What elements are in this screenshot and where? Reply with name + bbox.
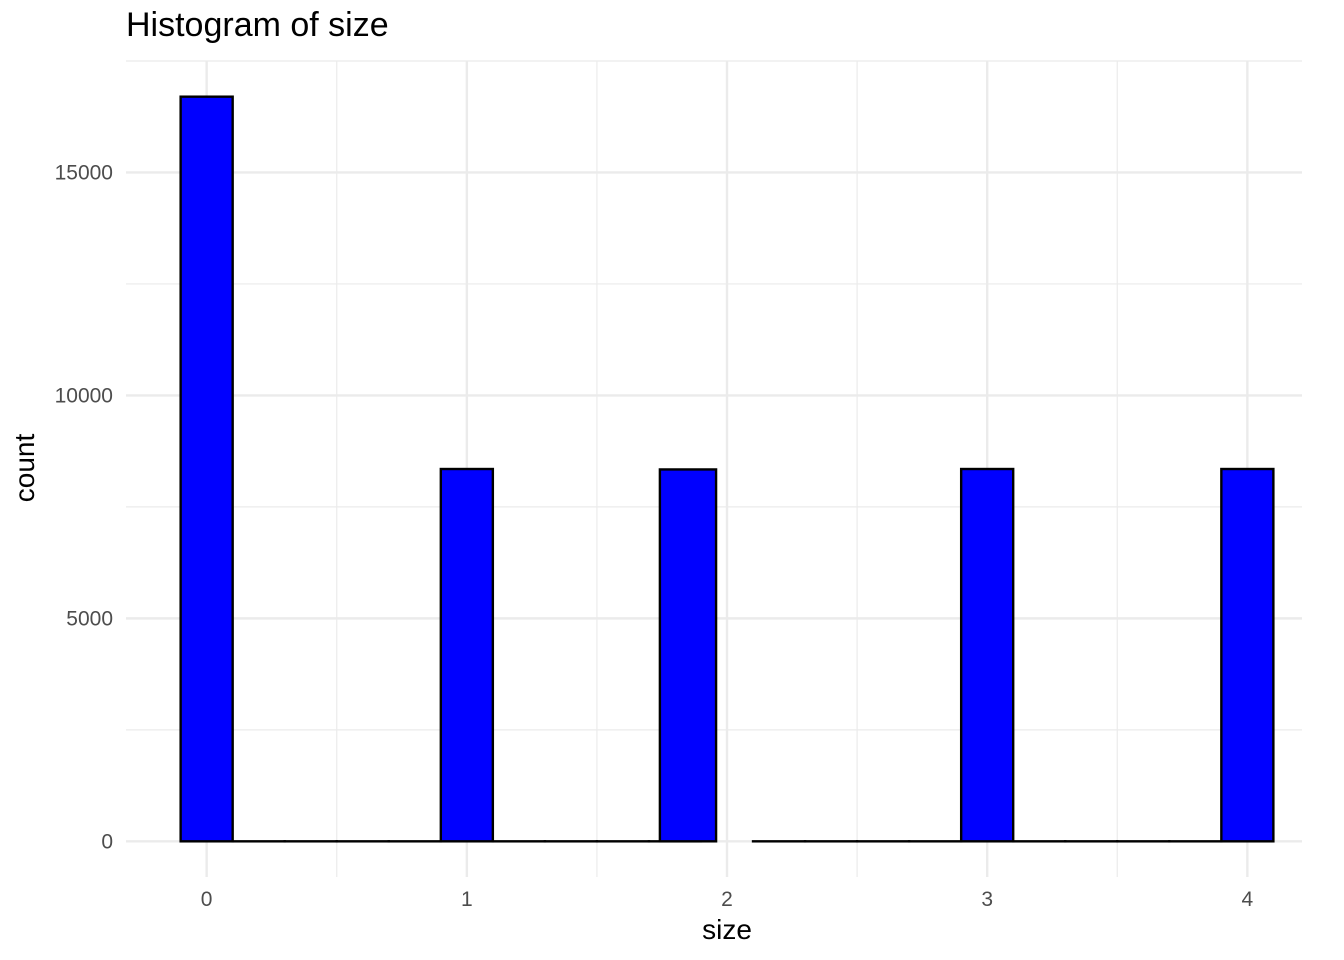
x-tick-label: 1 [461,888,473,911]
y-tick-label: 15000 [55,161,113,184]
y-tick-label: 10000 [55,384,113,407]
histogram-bar [959,467,1015,843]
histogram-bar [179,95,234,843]
histogram-bar [1220,467,1275,843]
y-axis-ticks: 0 5000 10000 15000 [55,161,113,853]
y-tick-label: 0 [101,830,113,853]
x-axis-ticks: 0 1 2 3 4 [201,888,1254,911]
x-tick-label: 0 [201,888,213,911]
histogram-bar [439,467,495,843]
histogram-bar [658,468,718,843]
y-axis-title: count [9,434,40,503]
x-tick-label: 3 [981,888,993,911]
y-tick-label: 5000 [66,607,113,630]
histogram-bars [179,95,1275,843]
x-tick-label: 2 [721,888,733,911]
chart-title: Histogram of size [126,6,389,44]
x-axis-title: size [702,914,752,945]
x-tick-label: 4 [1242,888,1254,911]
